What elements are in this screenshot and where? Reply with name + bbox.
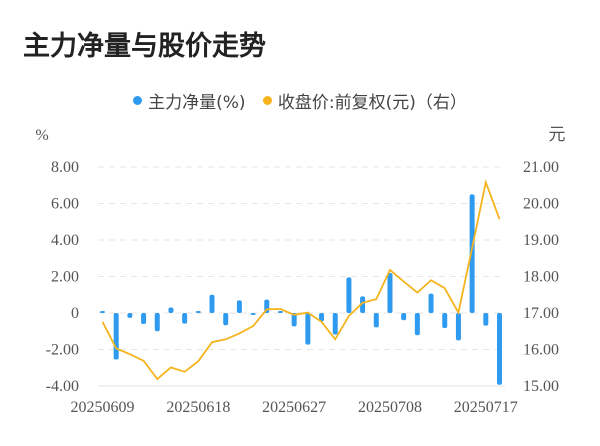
chart-title: 主力净量与股价走势 [23,31,266,62]
right-tick-label: 18.00 [523,269,559,286]
legend-label: 主力净量(%) [148,93,246,113]
x-tick-label: 20250609 [71,399,135,416]
x-tick-label: 20250708 [358,399,422,416]
right-tick-label: 21.00 [523,159,559,176]
chart-legend: 主力净量(%) 收盘价:前复权(元)（右） [0,88,600,113]
left-tick-label: 8.00 [51,159,79,176]
right-tick-label: 16.00 [523,342,559,359]
bar-20250618[interactable] [195,311,201,313]
bar-20250620[interactable] [223,313,229,326]
bar-20250711[interactable] [428,293,434,313]
legend-item-close-price[interactable]: 收盘价:前复权(元)（右） [262,88,467,113]
bar-20250710[interactable] [414,313,420,336]
bar-series [100,194,502,385]
x-tick-label: 20250717 [454,399,518,416]
bar-20250613[interactable] [154,313,160,332]
x-axis: 20250609 20250618 20250627 20250708 20250717 [71,399,518,416]
bar-20250626[interactable] [277,311,283,313]
bar-20250616[interactable] [168,307,174,313]
bar-20250630[interactable] [305,313,311,345]
bar-20250701[interactable] [319,313,325,322]
legend-label: 收盘价:前复权(元)（右） [277,93,467,113]
bar-20250610[interactable] [113,313,119,360]
bar-20250619[interactable] [209,294,215,313]
bar-20250704[interactable] [360,296,366,313]
bar-20250707[interactable] [373,313,379,328]
left-tick-label: 6.00 [51,196,79,213]
left-tick-label: -2.00 [46,342,79,359]
right-tick-label: 20.00 [523,196,559,213]
bar-20250624[interactable] [250,313,256,315]
left-tick-label: 0 [71,305,79,322]
bar-20250703[interactable] [346,277,352,313]
legend-dot-orange-icon [262,96,272,105]
bar-20250623[interactable] [236,300,242,313]
legend-dot-blue-icon [133,96,143,105]
line-series [101,179,501,381]
left-tick-label: 4.00 [51,232,79,249]
bar-20250617[interactable] [182,313,188,324]
legend-item-net-volume[interactable]: 主力净量(%) [133,88,246,113]
bar-20250718[interactable] [497,313,502,385]
right-tick-label: 15.00 [523,378,559,395]
left-axis: %8.00 6.00 4.00 2.00 0 -2.00 -4.00 [35,127,79,395]
x-tick-label: 20250618 [166,399,230,416]
bar-20250612[interactable] [141,313,147,324]
bar-20250609[interactable] [100,311,105,313]
bar-20250708[interactable] [387,273,393,313]
bar-20250716[interactable] [469,194,475,313]
bar-20250702[interactable] [332,313,338,335]
right-tick-label: 19.00 [523,232,559,249]
x-tick-label: 20250627 [262,399,326,416]
left-axis-unit: % [35,127,48,144]
gridlines [98,166,505,387]
right-axis: 元 21.00 20.00 19.00 18.00 17.00 16.00 15.00 [523,125,566,395]
bar-20250715[interactable] [455,313,461,341]
close-price-line[interactable] [101,179,501,381]
bar-20250709[interactable] [401,313,407,321]
left-tick-label: 2.00 [51,269,79,286]
bar-20250714[interactable] [442,313,448,328]
bar-20250627[interactable] [291,313,297,327]
bar-20250611[interactable] [127,313,133,318]
bar-20250717[interactable] [483,313,489,326]
right-tick-label: 17.00 [523,305,559,322]
right-axis-unit: 元 [549,125,566,144]
left-tick-label: -4.00 [46,378,79,395]
